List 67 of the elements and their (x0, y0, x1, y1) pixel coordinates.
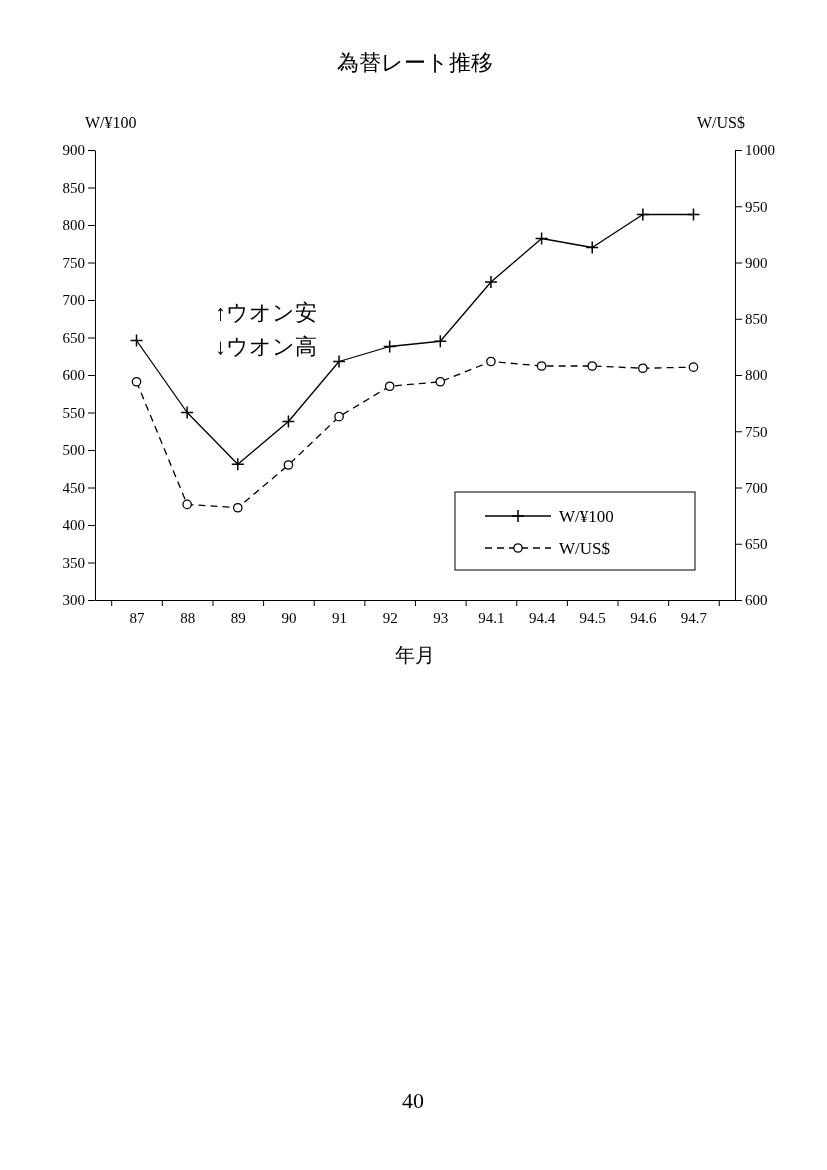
y-tick-label: 600 (62, 367, 85, 384)
x-tick-label: 94.5 (579, 609, 606, 626)
y-tick-label: 900 (62, 142, 85, 159)
x-tick-label: 94.1 (478, 609, 505, 626)
x-tick-label: 94.7 (680, 609, 708, 626)
y-tick-label: 700 (62, 292, 85, 309)
y2-axis-title: W/US$ (697, 114, 745, 131)
point (585, 240, 599, 255)
x-tick-label: 89 (230, 609, 246, 626)
y-tick-label: 450 (62, 479, 85, 496)
y-tick-label: 300 (62, 592, 85, 609)
x-tick-label: 88 (180, 609, 196, 626)
point (638, 363, 648, 374)
x-tick-label: 93 (433, 609, 449, 626)
y2-tick-label: 600 (745, 592, 768, 609)
y2-tick-label: 750 (745, 423, 768, 440)
y-tick-label: 500 (62, 442, 85, 459)
point (686, 207, 701, 222)
point (587, 361, 598, 371)
legend-label: W/¥100 (559, 507, 614, 526)
x-tick-label: 94.6 (630, 609, 657, 626)
point (232, 502, 243, 513)
y2-tick-label: 700 (745, 479, 768, 496)
y2-tick-label: 650 (745, 536, 768, 553)
point (486, 356, 496, 367)
x-axis-title: 年月 (395, 644, 435, 666)
point (435, 376, 446, 387)
y-tick-label: 800 (62, 217, 85, 234)
y-tick-label: 750 (62, 254, 85, 271)
x-tick-label: 94.4 (528, 609, 556, 626)
y2-tick-label: 800 (745, 367, 768, 384)
point (332, 354, 346, 369)
y2-tick-label: 850 (745, 311, 768, 328)
y2-tick-label: 950 (745, 198, 768, 215)
point (433, 334, 448, 348)
point (688, 362, 699, 372)
text: 40 (402, 1088, 424, 1113)
x-tick-label: 87 (129, 609, 146, 626)
point (334, 411, 344, 422)
y-tick-label: 850 (62, 179, 85, 196)
y-tick-label: 550 (62, 404, 85, 421)
point (131, 376, 142, 387)
x-tick-label: 90 (281, 609, 297, 626)
y-tick-label: 650 (62, 329, 85, 346)
point (281, 414, 296, 429)
y-axis-title: W/¥100 (85, 114, 137, 131)
point (536, 361, 547, 371)
annotation: ↓ウオン高 (215, 334, 317, 359)
y-tick-label: 350 (62, 554, 85, 571)
point (129, 333, 144, 348)
x-tick-label: 91 (332, 609, 348, 626)
point (382, 339, 397, 354)
point (231, 457, 245, 471)
y2-tick-label: 900 (745, 254, 768, 271)
point (384, 381, 395, 392)
annotation: ↑ウオン安 (215, 300, 317, 325)
x-tick-label: 92 (382, 609, 398, 626)
chart-title: 為替レート推移 (337, 50, 493, 75)
point (636, 207, 650, 222)
point (484, 275, 498, 289)
point (182, 499, 192, 510)
y-tick-label: 400 (62, 517, 85, 534)
y2-tick-label: 1000 (745, 142, 775, 159)
point (534, 231, 549, 246)
point (180, 405, 194, 420)
point (283, 460, 294, 470)
legend-label: W/US$ (559, 539, 610, 558)
